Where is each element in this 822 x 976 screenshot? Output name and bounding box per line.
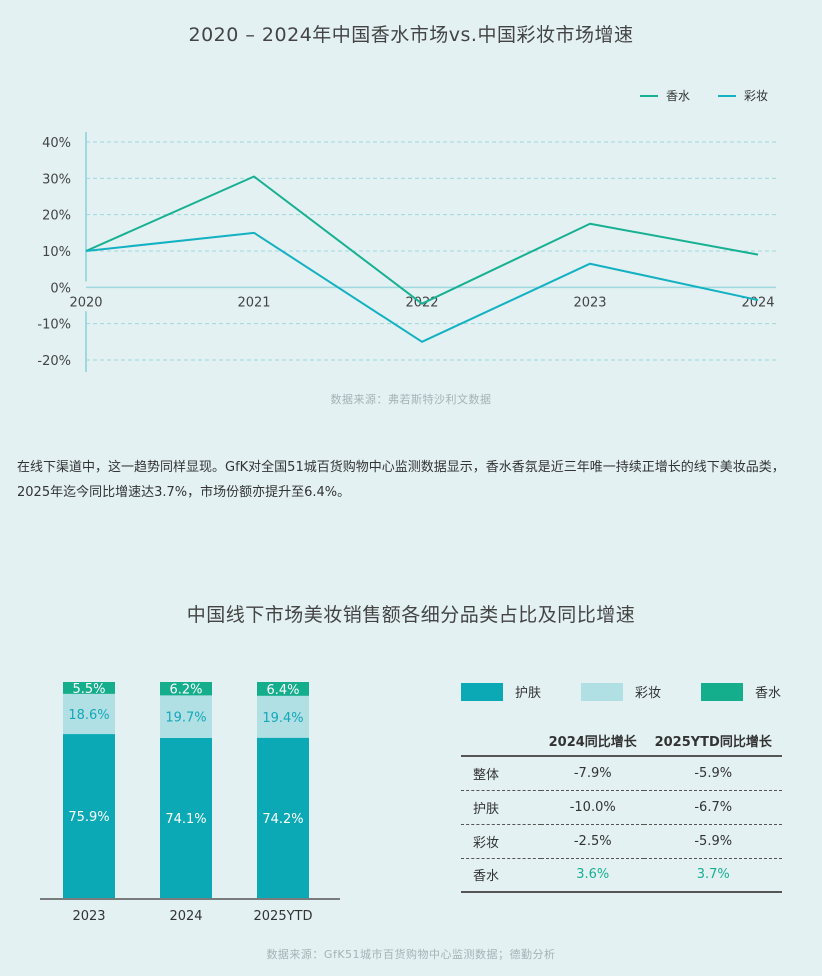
cell-2025ytd: -5.9% xyxy=(644,756,782,791)
table-header-row: 2024同比增长 2025YTD同比增长 xyxy=(461,728,782,757)
growth-table: 2024同比增长 2025YTD同比增长 整体 -7.9% -5.9% 护肤 -… xyxy=(461,728,782,893)
y-tick-label: -10% xyxy=(37,318,71,333)
bar-segment-skincare xyxy=(160,737,212,898)
bar-data-label: 74.1% xyxy=(165,812,206,827)
bar-chart-title: 中国线下市场美妆销售额各细分品类占比及同比增速 xyxy=(186,604,636,626)
x-tick-label: 2023 xyxy=(72,909,105,924)
table-header-blank xyxy=(461,728,541,757)
bar-data-label: 75.9% xyxy=(68,810,109,825)
bar-segment-skincare xyxy=(257,737,309,898)
bar-data-label: 5.5% xyxy=(72,682,105,697)
bar-chart-source: 数据来源：GfK51城市百货购物中心监测数据；德勤分析 xyxy=(266,948,556,961)
row-label: 香水 xyxy=(461,858,541,893)
table-header-2025ytd: 2025YTD同比增长 xyxy=(644,728,782,757)
cell-2024: -2.5% xyxy=(541,824,645,859)
table-row: 护肤 -10.0% -6.7% xyxy=(461,790,782,825)
series-line-perfume xyxy=(85,175,759,305)
legend-item-makeup: 彩妆 xyxy=(717,87,768,104)
series-line-makeup xyxy=(85,231,759,343)
table-row: 整体 -7.9% -5.9% xyxy=(461,756,782,791)
y-tick-label: 0% xyxy=(50,281,71,296)
bar-segment-makeup xyxy=(257,695,309,738)
row-label: 护肤 xyxy=(461,790,541,825)
bar-segment-perfume xyxy=(160,682,212,696)
y-tick-label: 20% xyxy=(42,209,71,224)
bar-segment-makeup xyxy=(63,693,115,735)
line-chart: 40%30%20%10%0%-10%-20%2020 2021 2022 2023 20… xyxy=(37,132,776,372)
bar-data-label: 19.4% xyxy=(262,711,303,726)
line-chart-source: 数据来源：弗若斯特沙利文数据 xyxy=(330,393,492,406)
bar-data-label: 74.2% xyxy=(262,812,303,827)
x-tick-label: 2023 xyxy=(573,295,606,310)
legend-label-makeup: 彩妆 xyxy=(743,89,768,103)
cell-2025ytd: -6.7% xyxy=(644,790,782,825)
legend-label-makeup-bar: 彩妆 xyxy=(635,686,662,701)
legend-swatch-skincare xyxy=(461,682,503,701)
y-tick-label: 40% xyxy=(42,136,71,151)
cell-2024: -7.9% xyxy=(541,756,645,791)
legend-swatch-perfume xyxy=(639,94,658,97)
legend-label-perfume: 香水 xyxy=(665,89,690,103)
line-chart-legend: 香水 彩妆 xyxy=(639,87,768,104)
legend-item-perfume: 香水 xyxy=(639,87,690,104)
y-tick-label: 10% xyxy=(42,245,71,260)
x-tick-label: 2021 xyxy=(237,295,270,310)
bar-segment-skincare xyxy=(63,734,115,898)
legend-item-skincare: 护肤 xyxy=(461,682,581,701)
x-tick-label: 2024 xyxy=(169,909,202,924)
legend-swatch-makeup-bar xyxy=(581,682,623,701)
y-tick-label: 30% xyxy=(42,172,71,187)
cell-2024: 3.6% xyxy=(541,858,645,893)
bar-chart: 75.9% 18.6% 5.5% 2023 74.1% 19.7% 6.2% 2024 74.2… xyxy=(40,682,340,924)
table-row: 彩妆 -2.5% -5.9% xyxy=(461,824,782,859)
legend-item-makeup-bar: 彩妆 xyxy=(581,682,701,701)
cell-2025ytd: -5.9% xyxy=(644,824,782,859)
y-tick-label: -20% xyxy=(37,354,71,369)
bar-segment-makeup xyxy=(160,695,212,738)
legend-swatch-perfume-bar xyxy=(701,682,743,701)
bar-data-label: 19.7% xyxy=(165,711,206,726)
bar-segment-perfume xyxy=(63,682,115,694)
body-paragraph: 在线下渠道中，这一趋势同样显现。GfK对全国51城百货购物中心监测数据显示，香水… xyxy=(17,460,785,500)
row-label: 整体 xyxy=(461,756,541,791)
bar-chart-legend: 护肤 彩妆 香水 xyxy=(461,682,781,701)
cell-2025ytd: 3.7% xyxy=(644,858,782,893)
cell-2024: -10.0% xyxy=(541,790,645,825)
x-tick-label: 2020 xyxy=(69,295,102,310)
legend-label-skincare: 护肤 xyxy=(515,686,542,701)
legend-item-perfume-bar: 香水 xyxy=(701,682,781,701)
bar-data-label: 6.4% xyxy=(266,683,299,698)
legend-swatch-makeup xyxy=(717,94,736,97)
bar-data-label: 6.2% xyxy=(169,683,202,698)
legend-label-perfume-bar: 香水 xyxy=(755,686,782,701)
line-chart-title: 2020 – 2024年中国香水市场vs.中国彩妆市场增速 xyxy=(188,24,634,46)
bar-segment-perfume xyxy=(257,682,309,696)
table-row: 香水 3.6% 3.7% xyxy=(461,858,782,893)
x-tick-label: 2025YTD xyxy=(254,909,313,924)
row-label: 彩妆 xyxy=(461,824,541,859)
table-header-2024: 2024同比增长 xyxy=(541,728,645,757)
bar-data-label: 18.6% xyxy=(68,708,109,723)
